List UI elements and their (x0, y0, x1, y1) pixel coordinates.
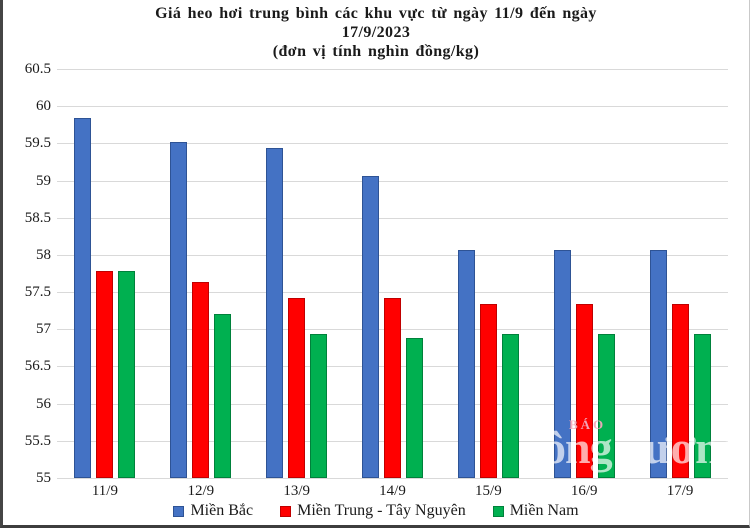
y-tick-label: 57 (36, 321, 51, 338)
legend-marker (280, 505, 292, 517)
y-gridline (57, 143, 728, 145)
x-tick-label: 16/9 (570, 483, 598, 499)
bar (479, 304, 497, 478)
y-tick-label: 58 (36, 246, 51, 263)
y-tick-label: 55.5 (24, 432, 51, 449)
bar (266, 147, 284, 478)
y-gridline (57, 180, 728, 182)
y-gridline (57, 217, 728, 219)
bar-group-17-9 (632, 69, 728, 478)
chart-title-line3: (đơn vị tính nghìn đồng/kg) (272, 43, 480, 60)
bar (118, 270, 136, 478)
x-tick-label: 12/9 (187, 483, 215, 499)
bar-group-11-9 (57, 69, 153, 478)
y-tick-label: 56.5 (24, 358, 51, 375)
chart-title: Giá heo hơi trung bình các khu vực từ ng… (3, 4, 749, 61)
bar (214, 314, 232, 478)
bar (457, 250, 475, 478)
legend-label: Miền Trung - Tây Nguyên (297, 502, 466, 519)
y-tick-label: 56 (36, 395, 51, 412)
bar (597, 334, 615, 478)
x-tick-label: 14/9 (379, 483, 406, 499)
chart-title-line2: 17/9/2023 (341, 24, 411, 41)
bar-group-14-9 (345, 69, 441, 478)
bar-group-16-9 (536, 69, 632, 478)
x-tick-label: 17/9 (666, 483, 694, 499)
bar (671, 304, 689, 478)
legend-marker (173, 505, 185, 517)
bar (192, 281, 210, 478)
legend-item: Miền Bắc (173, 502, 253, 520)
y-tick-label: 59 (36, 172, 51, 189)
bar (501, 334, 519, 478)
bar (649, 250, 667, 478)
bar (693, 334, 711, 478)
bar (553, 250, 571, 478)
bar-group-12-9 (153, 69, 249, 478)
bar (362, 176, 379, 478)
y-tick-label: 60 (36, 98, 51, 115)
legend-item: Miền Trung - Tây Nguyên (280, 502, 466, 520)
x-axis: 11/9 12/9 13/9 14/9 15/9 16/9 17/9 (57, 482, 728, 500)
legend-label: Miền Bắc (190, 502, 254, 519)
bar (96, 270, 114, 478)
bar (74, 118, 92, 478)
bar-group-13-9 (249, 69, 345, 478)
bar (288, 298, 306, 478)
y-tick-label: 60.5 (24, 61, 51, 77)
y-gridline (57, 478, 728, 479)
y-tick-label: 55 (36, 470, 51, 486)
x-tick-label: 11/9 (91, 483, 118, 499)
y-gridline (57, 254, 728, 256)
bars-layer (57, 69, 728, 478)
y-gridline (57, 292, 728, 294)
y-gridline (57, 69, 728, 70)
y-tick-label: 58.5 (24, 209, 51, 226)
legend-item: Miền Nam (492, 502, 579, 520)
bar (575, 304, 593, 478)
x-tick-label: 15/9 (475, 483, 502, 499)
bar-group-15-9 (440, 69, 536, 478)
bar (406, 338, 423, 478)
legend-label: Miền Nam (509, 502, 579, 519)
legend-marker (492, 505, 504, 517)
x-tick-label: 13/9 (283, 483, 310, 499)
bar (170, 141, 188, 478)
y-gridline (57, 106, 728, 108)
legend: Miền Bắc Miền Trung - Tây Nguyên Miền Nam (3, 502, 749, 520)
y-tick-label: 57.5 (24, 284, 51, 301)
bar (384, 298, 401, 478)
chart-title-line1: Giá heo hơi trung bình các khu vực từ ng… (155, 5, 597, 22)
y-tick-label: 59.5 (24, 135, 51, 152)
plot-area: 60.5 60 59.5 59 58.5 58 57.5 57 56.5 56 55.5 55 (25, 61, 728, 486)
bar (310, 334, 328, 478)
